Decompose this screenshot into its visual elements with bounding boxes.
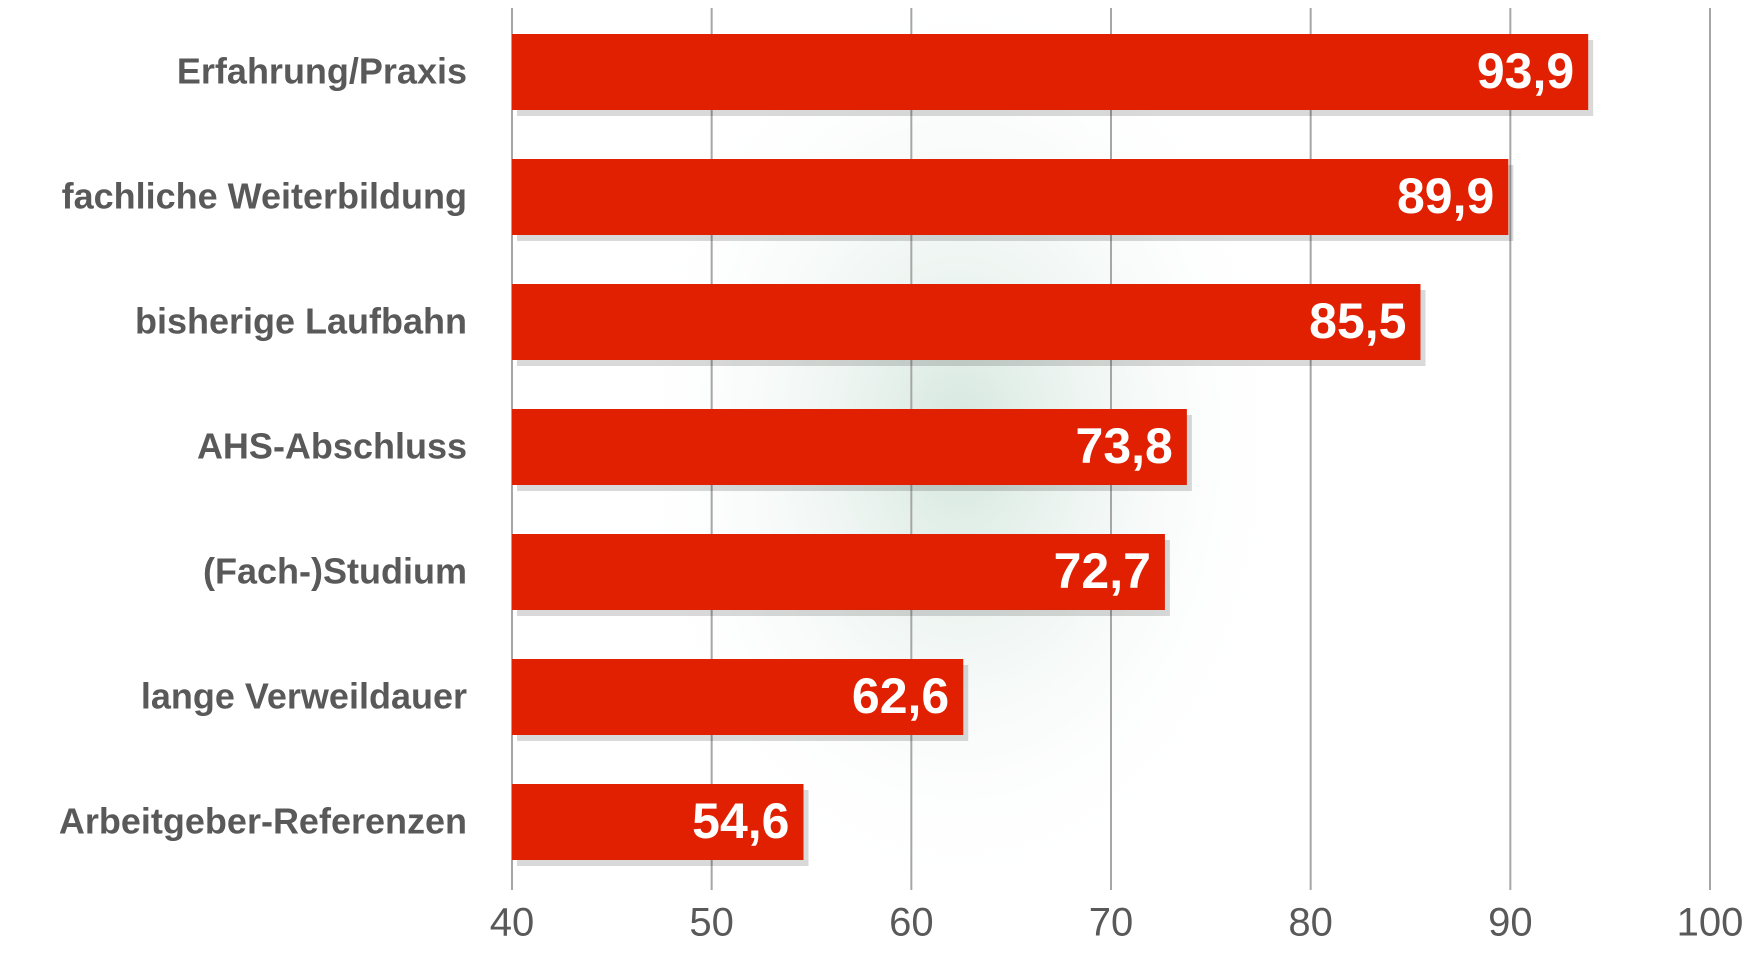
bar — [512, 659, 964, 735]
value-label: 89,9 — [1397, 168, 1494, 224]
value-label: 93,9 — [1477, 43, 1574, 99]
x-tick-label: 70 — [1089, 901, 1134, 945]
value-label: 85,5 — [1309, 293, 1406, 349]
x-tick-label: 40 — [490, 901, 535, 945]
y-tick-label: fachliche Weiterbildung — [62, 176, 467, 217]
bar — [512, 784, 804, 860]
value-label: 72,7 — [1054, 543, 1151, 599]
bar — [512, 409, 1187, 485]
y-tick-label: Erfahrung/Praxis — [177, 51, 467, 92]
x-tick-label: 90 — [1488, 901, 1533, 945]
x-tick-label: 60 — [889, 901, 934, 945]
x-tick-label: 50 — [689, 901, 734, 945]
bar — [512, 34, 1589, 110]
value-label: 54,6 — [692, 793, 789, 849]
value-label: 62,6 — [852, 668, 949, 724]
bar — [512, 534, 1165, 610]
x-tick-label: 100 — [1677, 901, 1744, 945]
y-tick-label: bisherige Laufbahn — [135, 301, 467, 342]
y-tick-label: lange Verweildauer — [141, 676, 467, 717]
y-tick-label: Arbeitgeber-Referenzen — [59, 801, 467, 842]
value-label: 73,8 — [1076, 418, 1173, 474]
y-tick-label: AHS-Abschluss — [197, 426, 467, 467]
bar — [512, 159, 1509, 235]
x-tick-label: 80 — [1288, 901, 1333, 945]
bar — [512, 284, 1421, 360]
y-tick-label: (Fach-)Studium — [203, 551, 467, 592]
